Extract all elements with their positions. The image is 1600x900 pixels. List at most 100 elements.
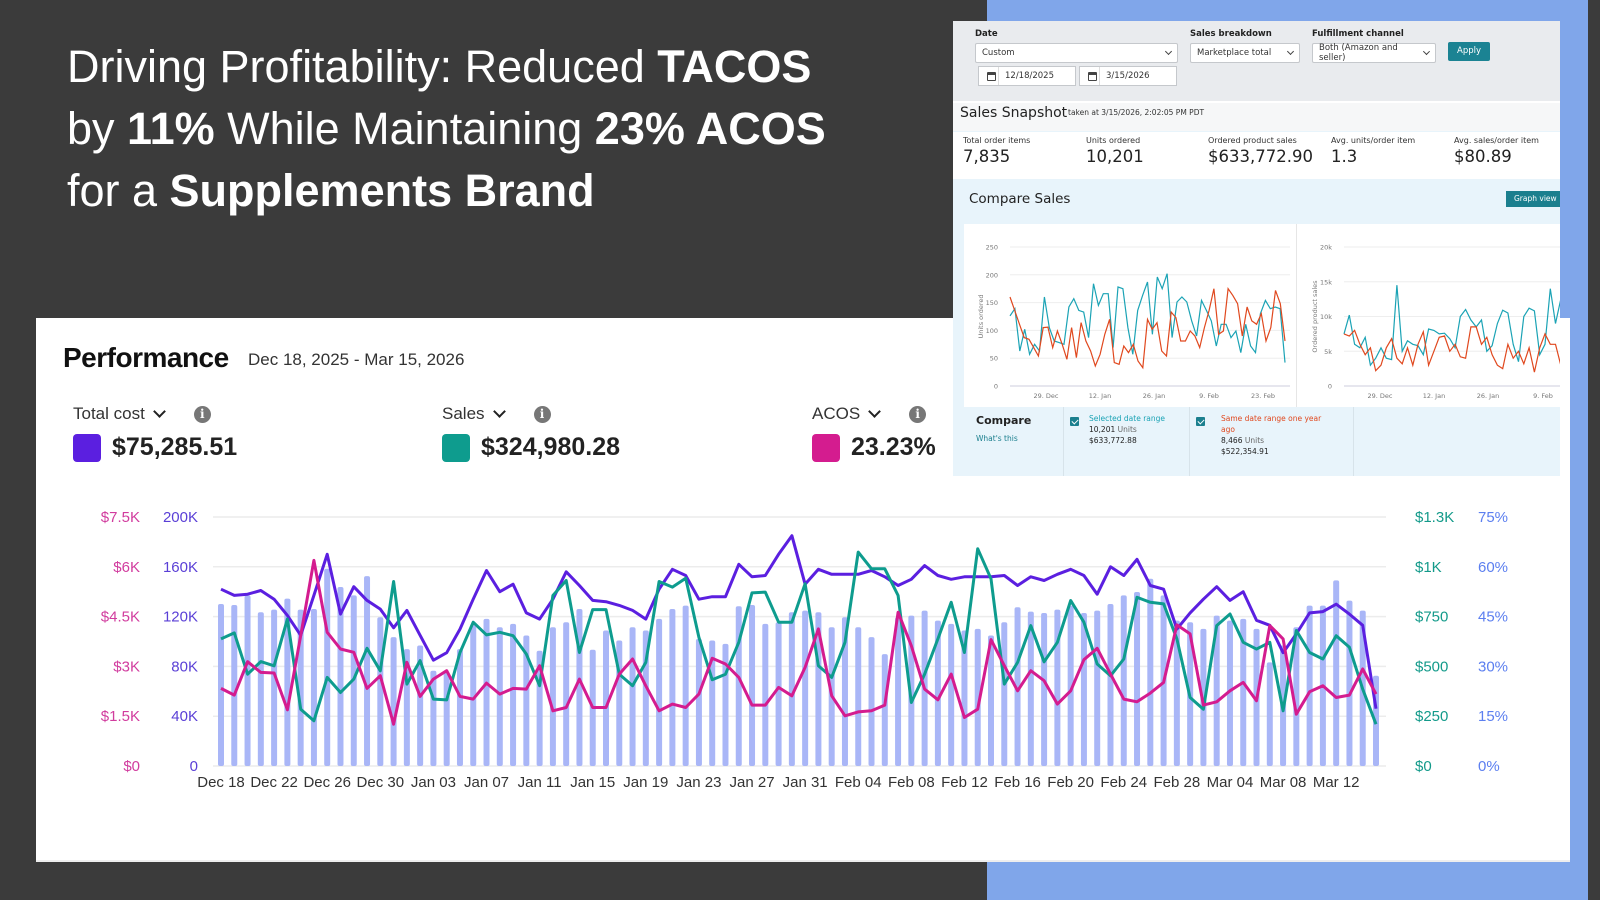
snapshot-metric-value: $633,772.90 [1208, 147, 1313, 166]
bar [788, 612, 795, 766]
y-tick-label-right-outer: 15% [1478, 708, 1508, 725]
bar [470, 623, 477, 766]
bar [682, 605, 689, 766]
y-tick-label: 200 [986, 271, 998, 279]
calendar-icon [1080, 67, 1100, 85]
snapshot-metric-value: $80.89 [1454, 147, 1512, 166]
x-tick-label: Feb 28 [1154, 774, 1201, 791]
fulfillment-channel-select[interactable]: Both (Amazon and seller) [1312, 43, 1436, 63]
units-word: Units [1117, 425, 1137, 434]
headline-text: for a [67, 165, 170, 216]
snapshot-metric: Avg. units/order item 1.3 [1331, 136, 1415, 166]
snapshot-timestamp: taken at 3/15/2026, 2:02:05 PM PDT [1068, 108, 1205, 117]
y-tick-label: 5k [1324, 348, 1332, 356]
selected-range-checkbox[interactable] [1070, 417, 1079, 426]
whats-this-link[interactable]: What's this [976, 434, 1018, 443]
x-tick-label: 26. Jan [1143, 392, 1165, 400]
bar [1134, 592, 1141, 766]
series-line-total-cost [220, 534, 1378, 709]
y-tick-label-right-outer: 30% [1478, 658, 1508, 675]
bar [271, 609, 278, 766]
end-date-input[interactable]: 3/15/2026 [1079, 66, 1177, 86]
bar [695, 638, 702, 766]
bar [549, 627, 556, 766]
bar [337, 587, 344, 766]
bar [1147, 578, 1154, 766]
y-tick-label-left-inner: 80K [171, 658, 198, 675]
y-tick-label: 15k [1320, 278, 1332, 286]
snapshot-header [953, 101, 1560, 131]
apply-button[interactable]: Apply [1448, 42, 1490, 61]
y-tick-label-right-outer: 45% [1478, 609, 1508, 626]
bar [948, 623, 955, 766]
sales-breakdown-label: Sales breakdown [1190, 29, 1272, 39]
y-tick-label-left-inner: 160K [163, 559, 198, 576]
metric-value: $75,285.51 [112, 433, 238, 461]
snapshot-metrics [953, 132, 1560, 179]
bar [749, 604, 756, 766]
info-icon[interactable]: i [193, 405, 211, 423]
chevron-down-icon [1286, 47, 1295, 56]
divider [1063, 407, 1064, 476]
divider [1189, 407, 1190, 476]
bar [669, 608, 676, 766]
x-tick-label: Jan 19 [623, 774, 668, 791]
metric-selector[interactable]: Total cost [73, 404, 166, 424]
snapshot-metric-label: Ordered product sales [1208, 136, 1297, 145]
chevron-down-icon [1164, 47, 1173, 56]
bar [988, 635, 994, 766]
x-tick-label: Jan 07 [464, 774, 509, 791]
metric-value: 23.23% [851, 433, 936, 461]
y-tick-label-left-outer: $6K [113, 559, 140, 576]
x-tick-label: 12. Jan [1423, 392, 1445, 400]
x-tick-label: Jan 03 [411, 774, 456, 791]
compare-row: Compare What's this Selected date range … [953, 407, 1560, 476]
snapshot-metric: Total order items 7,835 [963, 136, 1030, 166]
metric-acos: ACOS i 23.23% [812, 404, 936, 462]
metric-selector[interactable]: Sales [442, 404, 506, 424]
snapshot-metric-value: 7,835 [963, 147, 1011, 166]
bar [310, 608, 317, 766]
info-icon[interactable]: i [909, 405, 927, 423]
metric-selector[interactable]: ACOS [812, 404, 882, 424]
info-icon[interactable]: i [533, 405, 551, 423]
chevron-down-icon [492, 405, 506, 418]
last-year-sales: $522,354.91 [1221, 447, 1269, 456]
y-tick-label: 10k [1320, 313, 1332, 321]
chart-divider [1296, 224, 1297, 407]
series-line [1009, 273, 1286, 363]
bar [1240, 618, 1247, 766]
units-ordered-chart: 0 50 100 150 200 250 Units ordered 29. Dec 12. J… [977, 244, 1290, 400]
snapshot-title: Sales Snapshot [960, 105, 1068, 121]
bar [244, 595, 251, 766]
snapshot-metric-label: Units ordered [1086, 136, 1141, 145]
x-tick-label: Mar 04 [1207, 774, 1254, 791]
y-tick-label-right-inner: $0 [1415, 758, 1432, 775]
sales-breakdown-select[interactable]: Marketplace total [1190, 43, 1300, 63]
y-tick-label-left-outer: $3K [113, 658, 140, 675]
performance-title: Performance [63, 342, 229, 373]
start-date-input[interactable]: 12/18/2025 [978, 66, 1076, 86]
bar [1094, 610, 1101, 766]
compare-title: Compare [976, 414, 1032, 427]
bar [961, 630, 968, 766]
sales-dashboard-screenshot: Date Custom 12/18/2025 3/15/2026 Sales b… [953, 21, 1560, 476]
bar [629, 627, 636, 766]
end-date-value: 3/15/2026 [1106, 71, 1150, 81]
bar [974, 628, 981, 766]
bar [1080, 612, 1087, 766]
headline-text: by [67, 103, 128, 154]
y-tick-label: 0 [1328, 383, 1332, 391]
headline-emphasis: Supplements Brand [169, 165, 595, 216]
date-select[interactable]: Custom [975, 43, 1178, 63]
bar [576, 608, 583, 766]
last-year-checkbox[interactable] [1196, 417, 1205, 426]
x-tick-label: 12. Jan [1089, 392, 1111, 400]
x-tick-label: Feb 12 [941, 774, 988, 791]
graph-view-button[interactable]: Graph view [1506, 191, 1560, 207]
performance-chart: $0 0 $0 0% $1.5K 40K $250 15% $3K 80K $500 30% $4.5K… [101, 509, 1508, 791]
metric-value: $324,980.28 [481, 433, 621, 461]
x-tick-label: Jan 31 [783, 774, 828, 791]
series-line [1009, 287, 1286, 370]
y-tick-label: 150 [986, 299, 998, 307]
